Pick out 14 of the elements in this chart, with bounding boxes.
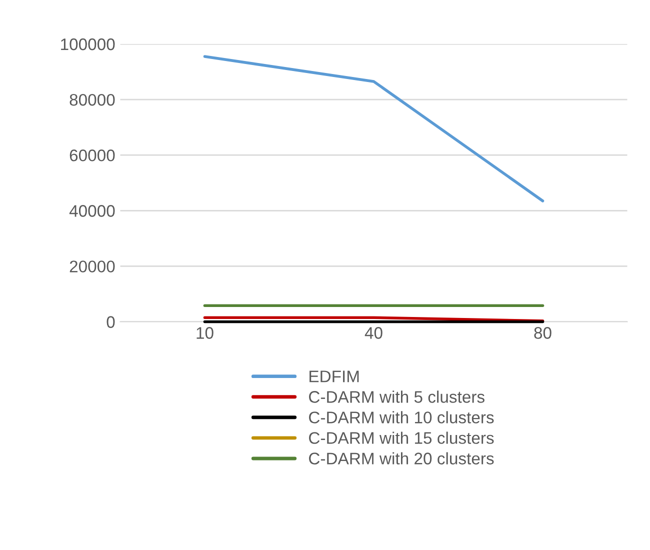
- x-tick-label: 40: [364, 327, 382, 339]
- x-tick-label: 80: [534, 327, 552, 339]
- legend-label: C-DARM with 5 clusters: [309, 390, 484, 403]
- legend-label: EDFIM: [310, 370, 359, 382]
- x-tick-label: 10: [196, 327, 214, 339]
- y-tick-label: 100000: [61, 38, 115, 50]
- legend-label: C-DARM with 10 clusters: [309, 411, 494, 424]
- y-tick-label: 20000: [70, 260, 115, 272]
- legend-label: C-DARM with 15 clusters: [309, 432, 494, 444]
- y-tick-label: 40000: [69, 205, 115, 217]
- legend-label: C-DARM with 20 clusters: [309, 452, 494, 464]
- y-tick-label: 60000: [70, 150, 115, 162]
- y-tick-label: 0: [106, 316, 115, 328]
- y-tick-label: 80000: [70, 94, 115, 106]
